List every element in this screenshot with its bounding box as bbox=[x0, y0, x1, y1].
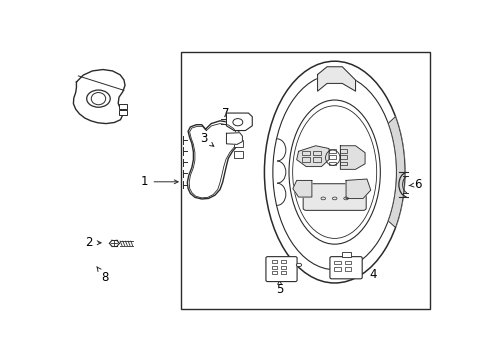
Bar bbox=[271, 260, 277, 263]
Text: 3: 3 bbox=[200, 132, 214, 146]
Polygon shape bbox=[293, 180, 312, 197]
Polygon shape bbox=[187, 121, 240, 199]
Bar bbox=[344, 261, 351, 264]
Bar bbox=[119, 104, 127, 109]
Polygon shape bbox=[226, 113, 252, 131]
Polygon shape bbox=[74, 69, 125, 123]
Bar bbox=[271, 271, 277, 274]
Ellipse shape bbox=[289, 100, 380, 244]
Bar bbox=[329, 149, 336, 153]
Bar bbox=[281, 266, 286, 269]
Bar bbox=[341, 162, 347, 166]
Text: 2: 2 bbox=[85, 236, 101, 249]
Polygon shape bbox=[318, 67, 356, 91]
Bar bbox=[342, 252, 351, 257]
Bar bbox=[302, 151, 310, 156]
Bar bbox=[181, 51, 430, 309]
Text: 1: 1 bbox=[141, 175, 178, 188]
Ellipse shape bbox=[265, 61, 405, 283]
Ellipse shape bbox=[296, 263, 302, 267]
Bar bbox=[281, 271, 286, 274]
Bar bbox=[271, 266, 277, 269]
FancyBboxPatch shape bbox=[330, 257, 362, 279]
FancyBboxPatch shape bbox=[303, 184, 366, 210]
Bar bbox=[341, 149, 347, 153]
FancyBboxPatch shape bbox=[266, 257, 297, 282]
Bar bbox=[334, 261, 341, 264]
Bar bbox=[234, 151, 243, 158]
Bar bbox=[329, 155, 336, 159]
Text: 8: 8 bbox=[97, 267, 109, 284]
Bar bbox=[281, 260, 286, 263]
Polygon shape bbox=[388, 117, 405, 228]
Polygon shape bbox=[226, 133, 243, 144]
Bar bbox=[344, 267, 351, 270]
Bar bbox=[313, 157, 321, 162]
Text: 4: 4 bbox=[356, 268, 376, 281]
Text: 6: 6 bbox=[409, 178, 422, 191]
Polygon shape bbox=[341, 146, 365, 169]
Polygon shape bbox=[297, 146, 329, 167]
Bar bbox=[334, 267, 341, 270]
Bar bbox=[329, 162, 336, 166]
Bar bbox=[341, 155, 347, 159]
Text: 5: 5 bbox=[276, 280, 283, 296]
Text: 7: 7 bbox=[221, 107, 235, 122]
Bar bbox=[313, 151, 321, 156]
Bar bbox=[234, 140, 243, 147]
Bar bbox=[119, 110, 127, 115]
Polygon shape bbox=[346, 179, 371, 198]
Bar bbox=[302, 157, 310, 162]
Ellipse shape bbox=[273, 75, 396, 270]
